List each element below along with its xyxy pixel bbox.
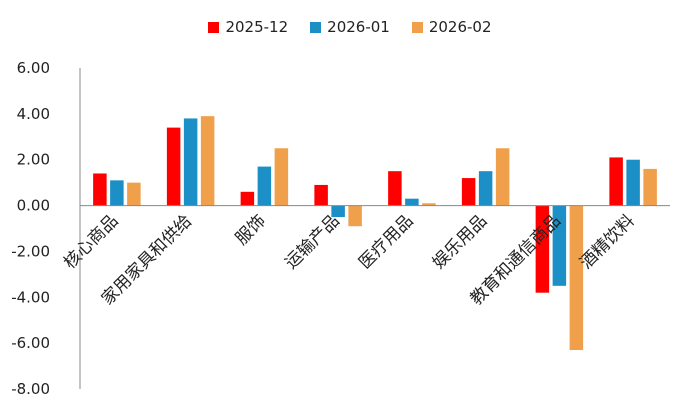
bar-2025-12-6 [535, 205, 550, 293]
bar-2026-01-5 [478, 171, 493, 206]
bar-2026-01-0 [110, 180, 124, 206]
legend-item-2026-01: 2026-01 [310, 18, 390, 36]
bar-2025-12-0 [93, 173, 107, 206]
bar-2025-12-7 [609, 157, 623, 206]
legend: 2025-12 2026-01 2026-02 [0, 18, 700, 36]
y-tick-label: -4.00 [11, 288, 50, 306]
y-tick-label: 2.00 [17, 151, 50, 169]
y-tick-label: -2.00 [11, 242, 50, 260]
legend-label-2026-02: 2026-02 [428, 18, 492, 36]
legend-swatch-2026-01 [310, 21, 322, 33]
bar-2026-01-2 [257, 166, 272, 206]
x-tick-label: 核心商品 [60, 211, 122, 273]
legend-item-2026-02: 2026-02 [411, 18, 492, 36]
y-tick-label: -8.00 [11, 380, 50, 398]
bar-2026-01-7 [626, 159, 640, 206]
bar-2026-02-1 [200, 116, 215, 206]
x-tick-label: 服饰 [232, 211, 270, 249]
bar-2026-02-7 [643, 168, 657, 206]
legend-swatch-2025-12 [208, 21, 220, 33]
legend-item-2025-12: 2025-12 [208, 18, 288, 36]
legend-swatch-2026-02 [411, 21, 423, 33]
bar-2025-12-5 [461, 178, 476, 206]
bar-2026-01-6 [552, 205, 567, 286]
y-tick-label: 6.00 [17, 59, 50, 77]
x-tick-label: 运输产品 [281, 211, 343, 273]
bar-2025-12-1 [166, 127, 181, 206]
legend-label-2026-01: 2026-01 [327, 18, 390, 36]
legend-label-2025-12: 2025-12 [225, 18, 289, 36]
bar-2026-02-4 [422, 203, 436, 206]
bar-2025-12-4 [388, 171, 402, 206]
y-tick-label: -6.00 [11, 334, 50, 352]
y-tick-label: 0.00 [17, 197, 50, 215]
bar-2026-02-2 [274, 148, 289, 206]
x-tick-label: 娱乐用品 [429, 211, 491, 273]
bar-2025-12-3 [314, 184, 328, 206]
bar-2026-01-1 [183, 118, 198, 206]
bar-2026-02-3 [348, 205, 362, 227]
x-tick-label: 酒精饮料 [576, 211, 638, 273]
bar-2025-12-2 [240, 191, 255, 206]
bar-2026-01-3 [331, 205, 345, 218]
bar-2026-02-6 [569, 205, 584, 351]
x-tick-label: 医疗用品 [355, 211, 417, 273]
bar-2026-02-0 [127, 182, 141, 206]
y-tick-label: 4.00 [17, 105, 50, 123]
bar-2026-02-5 [495, 148, 510, 206]
bar-2026-01-4 [405, 198, 419, 206]
